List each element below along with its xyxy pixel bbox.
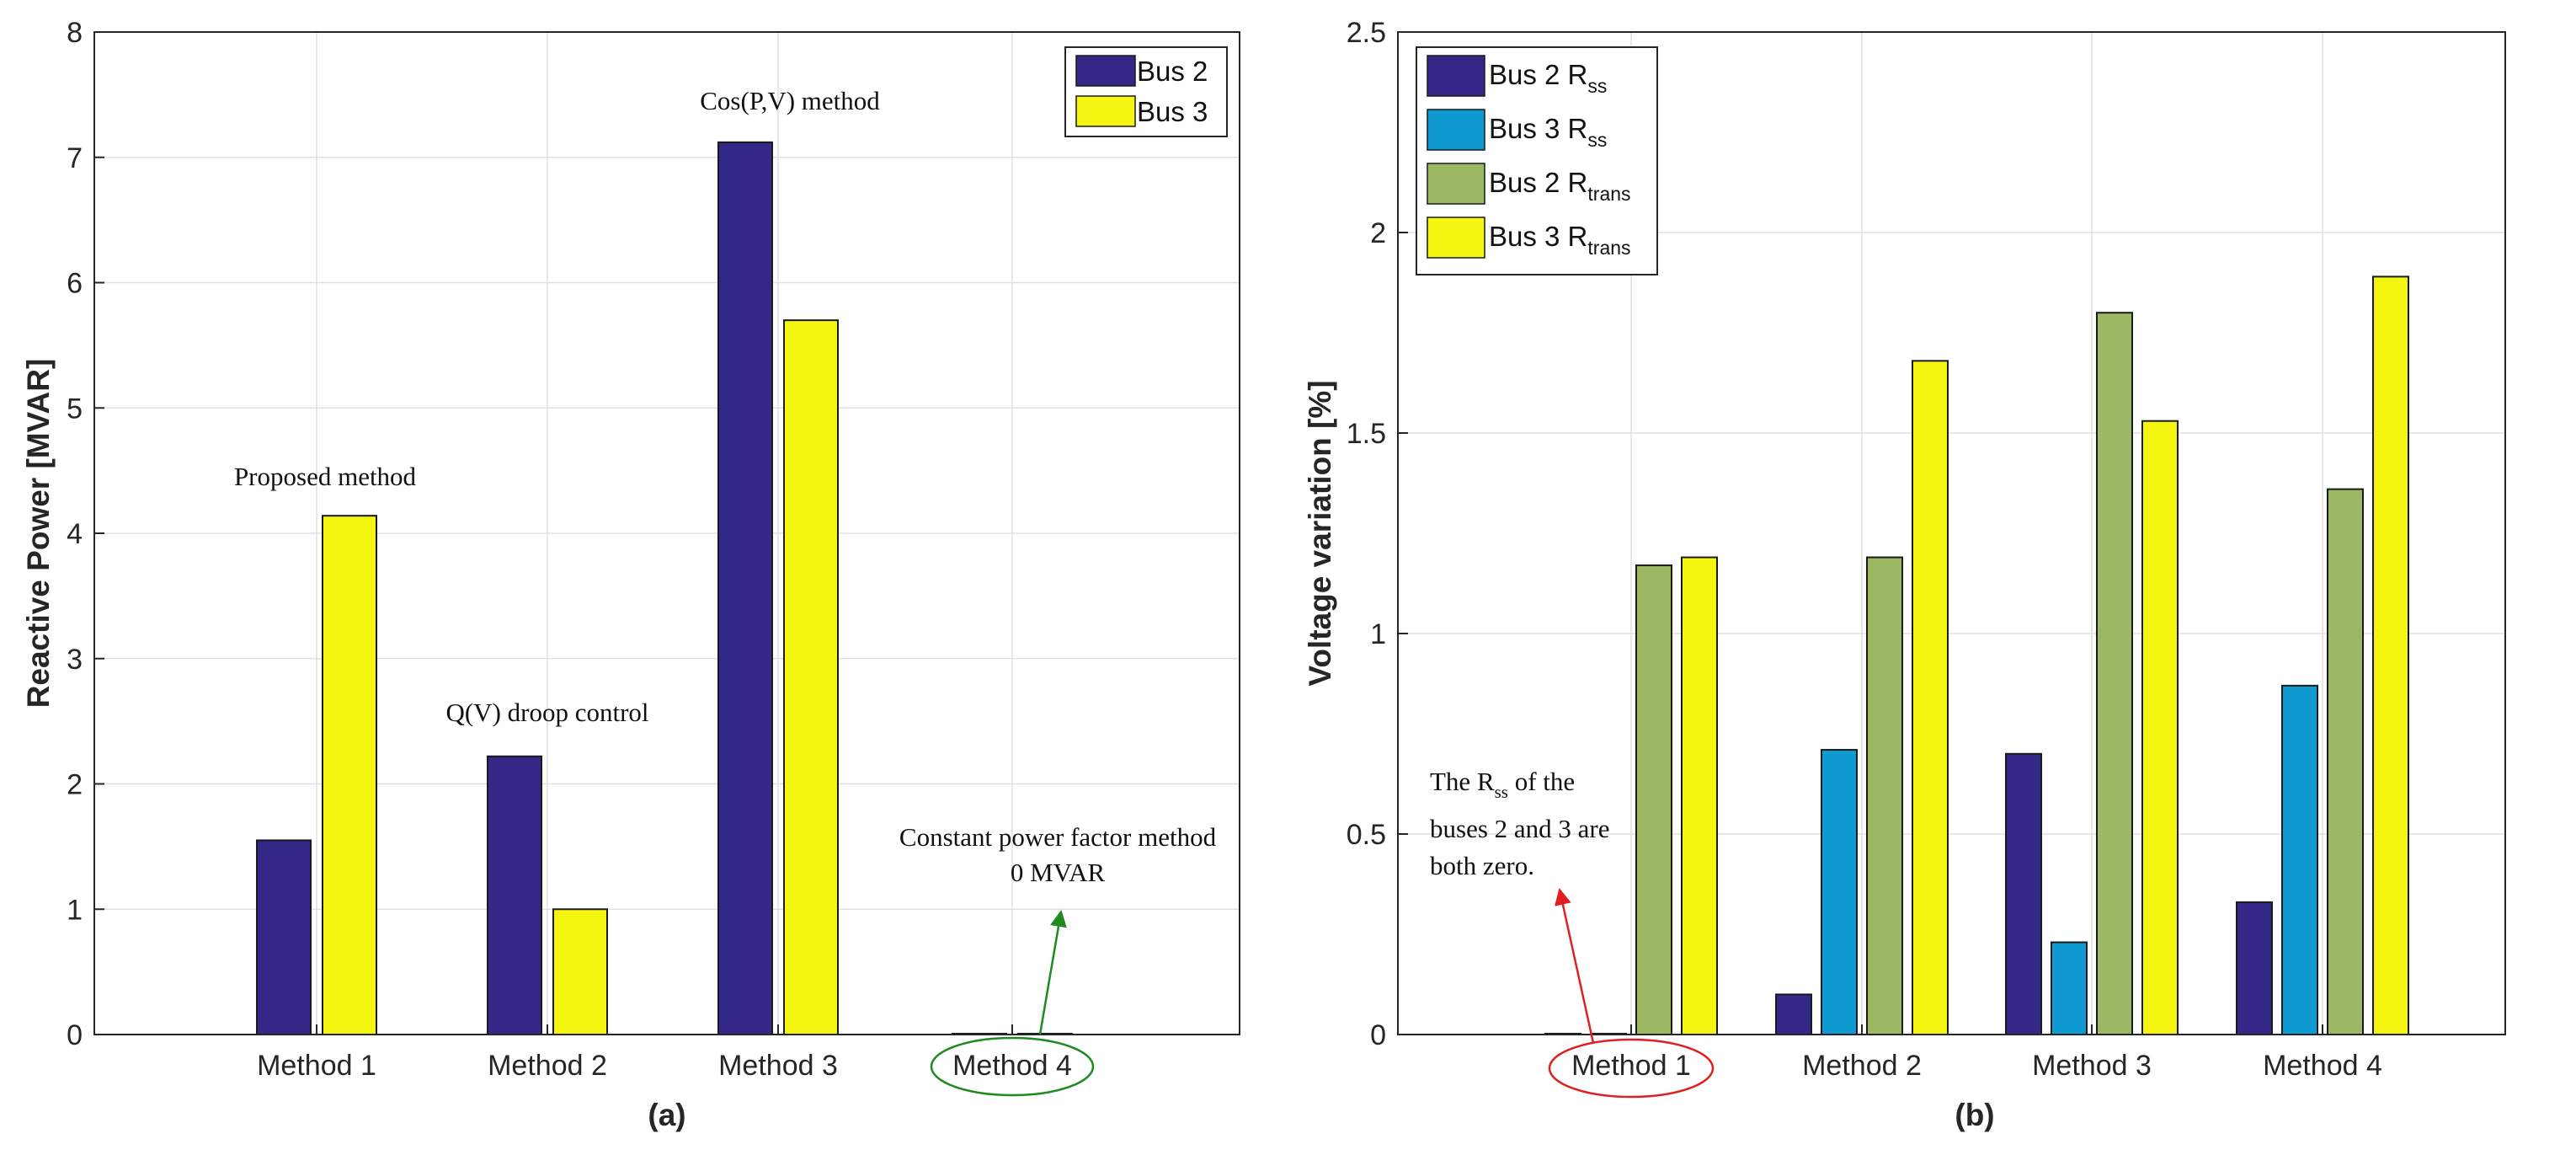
annotation-arrow-method1	[1555, 888, 1595, 1044]
bar-bus-2-r-ss-method-3	[2005, 752, 2042, 1035]
bar-bus-3-r-ss-method-2	[1821, 749, 1858, 1035]
y-tick-label-0: 0	[67, 1019, 83, 1051]
legend-label-bus-3-r-trans: Bus 3 Rtrans	[1489, 221, 1631, 259]
legend-swatch-bus-3	[1075, 95, 1136, 127]
legend-label-subscript: trans	[1587, 183, 1630, 205]
legend-label-subscript: ss	[1587, 129, 1607, 151]
x-tick-label-method-1: Method 1	[257, 1050, 376, 1082]
x-tick-label-method-4: Method 4	[952, 1050, 1072, 1082]
bar-bus-2-method-2	[487, 755, 542, 1036]
bar-bus-3-r-trans-method-3	[2141, 420, 2179, 1036]
x-tick-label-method-3: Method 3	[2032, 1050, 2152, 1082]
y-tick-label-7: 7	[67, 142, 83, 174]
bar-bus-2-r-ss-method-2	[1775, 993, 1812, 1036]
chart-a-gridlines	[94, 32, 1240, 1035]
bar-bus-3-r-ss-method-4	[2281, 684, 2318, 1035]
legend-label-main: Bus 2 R	[1489, 59, 1587, 90]
annotation-qv-droop-control: Q(V) droop control	[445, 698, 648, 727]
legend-swatch-bus-2	[1075, 55, 1136, 87]
chart-a-x-tick-labels: Method 1 Method 2 Method 3 Method 4	[257, 1024, 1072, 1082]
y-tick-label-5: 5	[67, 393, 83, 425]
annotation-arrow-method4	[1038, 910, 1067, 1035]
legend-swatch-bus-2-r-ss	[1427, 55, 1485, 97]
legend-label-bus-2-r-trans: Bus 2 Rtrans	[1489, 167, 1631, 205]
annotation-rss-sub: ss	[1495, 782, 1508, 802]
bar-bus-2-r-trans-method-2	[1866, 556, 1903, 1035]
x-tick-label-method-2: Method 2	[488, 1050, 607, 1082]
annotation-proposed-method: Proposed method	[234, 462, 417, 491]
annotation-constant-power-factor: Constant power factor method	[899, 822, 1217, 852]
annotation-rss-post: of the	[1508, 767, 1575, 796]
bar-bus-2-r-ss-method-4	[2236, 901, 2273, 1036]
legend-label-main: Bus 3 R	[1489, 113, 1587, 144]
y-tick-label-1-5: 1.5	[1347, 418, 1386, 450]
bar-bus-3-r-ss-method-3	[2051, 941, 2088, 1036]
bar-bus-3-method-3	[783, 319, 839, 1035]
chart-a-y-tick-labels: 0 1 2 3 4 5 6 7 8	[67, 17, 104, 1051]
chart-a-bars	[256, 141, 1073, 1036]
bar-bus-2-r-trans-method-1	[1635, 564, 1672, 1035]
chart-a-subtitle: (a)	[648, 1098, 685, 1132]
y-tick-label-2-5: 2.5	[1347, 17, 1386, 49]
chart-b-subtitle: (b)	[1955, 1098, 1994, 1132]
chart-b-y-tick-labels: 0 0.5 1 1.5 2 2.5	[1347, 17, 1408, 1051]
x-tick-label-method-3: Method 3	[718, 1050, 838, 1082]
x-tick-label-method-1: Method 1	[1571, 1050, 1691, 1082]
annotation-rss-zero-line3: both zero.	[1430, 851, 1534, 880]
method4-highlight-ellipse	[930, 1036, 1095, 1097]
legend-swatch-bus-2-r-trans	[1427, 163, 1485, 205]
legend-label-main: Bus 3 R	[1489, 221, 1587, 252]
method1-highlight-ellipse	[1548, 1038, 1715, 1099]
bar-bus-2-r-trans-method-4	[2327, 488, 2364, 1035]
bar-bus-3-method-1	[322, 515, 377, 1035]
legend-label-bus-2-r-ss: Bus 2 Rss	[1489, 59, 1607, 97]
bar-bus-3-r-trans-method-1	[1681, 556, 1718, 1035]
y-tick-label-0: 0	[1370, 1019, 1386, 1051]
chart-a-y-axis-label: Reactive Power [MVAR]	[21, 359, 56, 709]
y-tick-label-1: 1	[1370, 618, 1386, 650]
bar-bus-2-r-trans-method-3	[2096, 312, 2133, 1035]
chart-b-bars	[1544, 275, 2409, 1036]
annotation-zero-mvar: 0 MVAR	[1011, 858, 1106, 887]
chart-b-x-tick-labels: Method 1 Method 2 Method 3 Method 4	[1571, 1024, 2382, 1082]
annotation-rss-zero-line1: The Rss of the	[1430, 767, 1575, 802]
legend-label-subscript: trans	[1587, 237, 1630, 259]
bar-bus-2-method-3	[717, 141, 773, 1035]
y-tick-label-8: 8	[67, 17, 83, 49]
x-tick-label-method-2: Method 2	[1802, 1050, 1922, 1082]
chart-b-y-axis-label: Voltage variation [%]	[1303, 380, 1337, 686]
chart-a-legend: Bus 2 Bus 3	[1064, 46, 1228, 137]
legend-swatch-bus-3-r-trans	[1427, 217, 1485, 259]
y-tick-label-2: 2	[1370, 217, 1386, 249]
bar-bus-3-r-trans-method-2	[1912, 360, 1949, 1035]
legend-label-bus-2: Bus 2	[1137, 56, 1208, 87]
y-tick-label-1: 1	[67, 894, 83, 926]
annotation-rss-zero-line2: buses 2 and 3 are	[1430, 814, 1610, 843]
chart-b: 00.511.522.5 Method 1 Method 2 Method 3 Met…	[1303, 17, 2506, 1132]
bar-bus-3-r-trans-method-4	[2372, 275, 2409, 1035]
y-tick-label-2: 2	[67, 769, 83, 801]
legend-label-subscript: ss	[1587, 75, 1607, 97]
y-tick-label-6: 6	[67, 268, 83, 300]
chart-b-gridlines	[1398, 32, 2505, 1035]
y-tick-label-4: 4	[67, 518, 83, 550]
bar-bus-2-method-1	[256, 839, 312, 1035]
chart-b-plot-frame	[1397, 31, 2506, 1035]
bar-bus-3-method-2	[552, 908, 608, 1035]
y-tick-label-0-5: 0.5	[1347, 819, 1386, 851]
annotation-rss-pre: The R	[1430, 767, 1495, 796]
legend-label-bus-3-r-ss: Bus 3 Rss	[1489, 113, 1607, 151]
legend-swatch-bus-3-r-ss	[1427, 109, 1485, 151]
annotation-cospv-method: Cos(P,V) method	[700, 86, 880, 115]
x-tick-label-method-4: Method 4	[2263, 1050, 2382, 1082]
legend-label-bus-3: Bus 3	[1137, 96, 1208, 127]
legend-label-main: Bus 2 R	[1489, 167, 1587, 198]
y-tick-label-3: 3	[67, 644, 83, 676]
